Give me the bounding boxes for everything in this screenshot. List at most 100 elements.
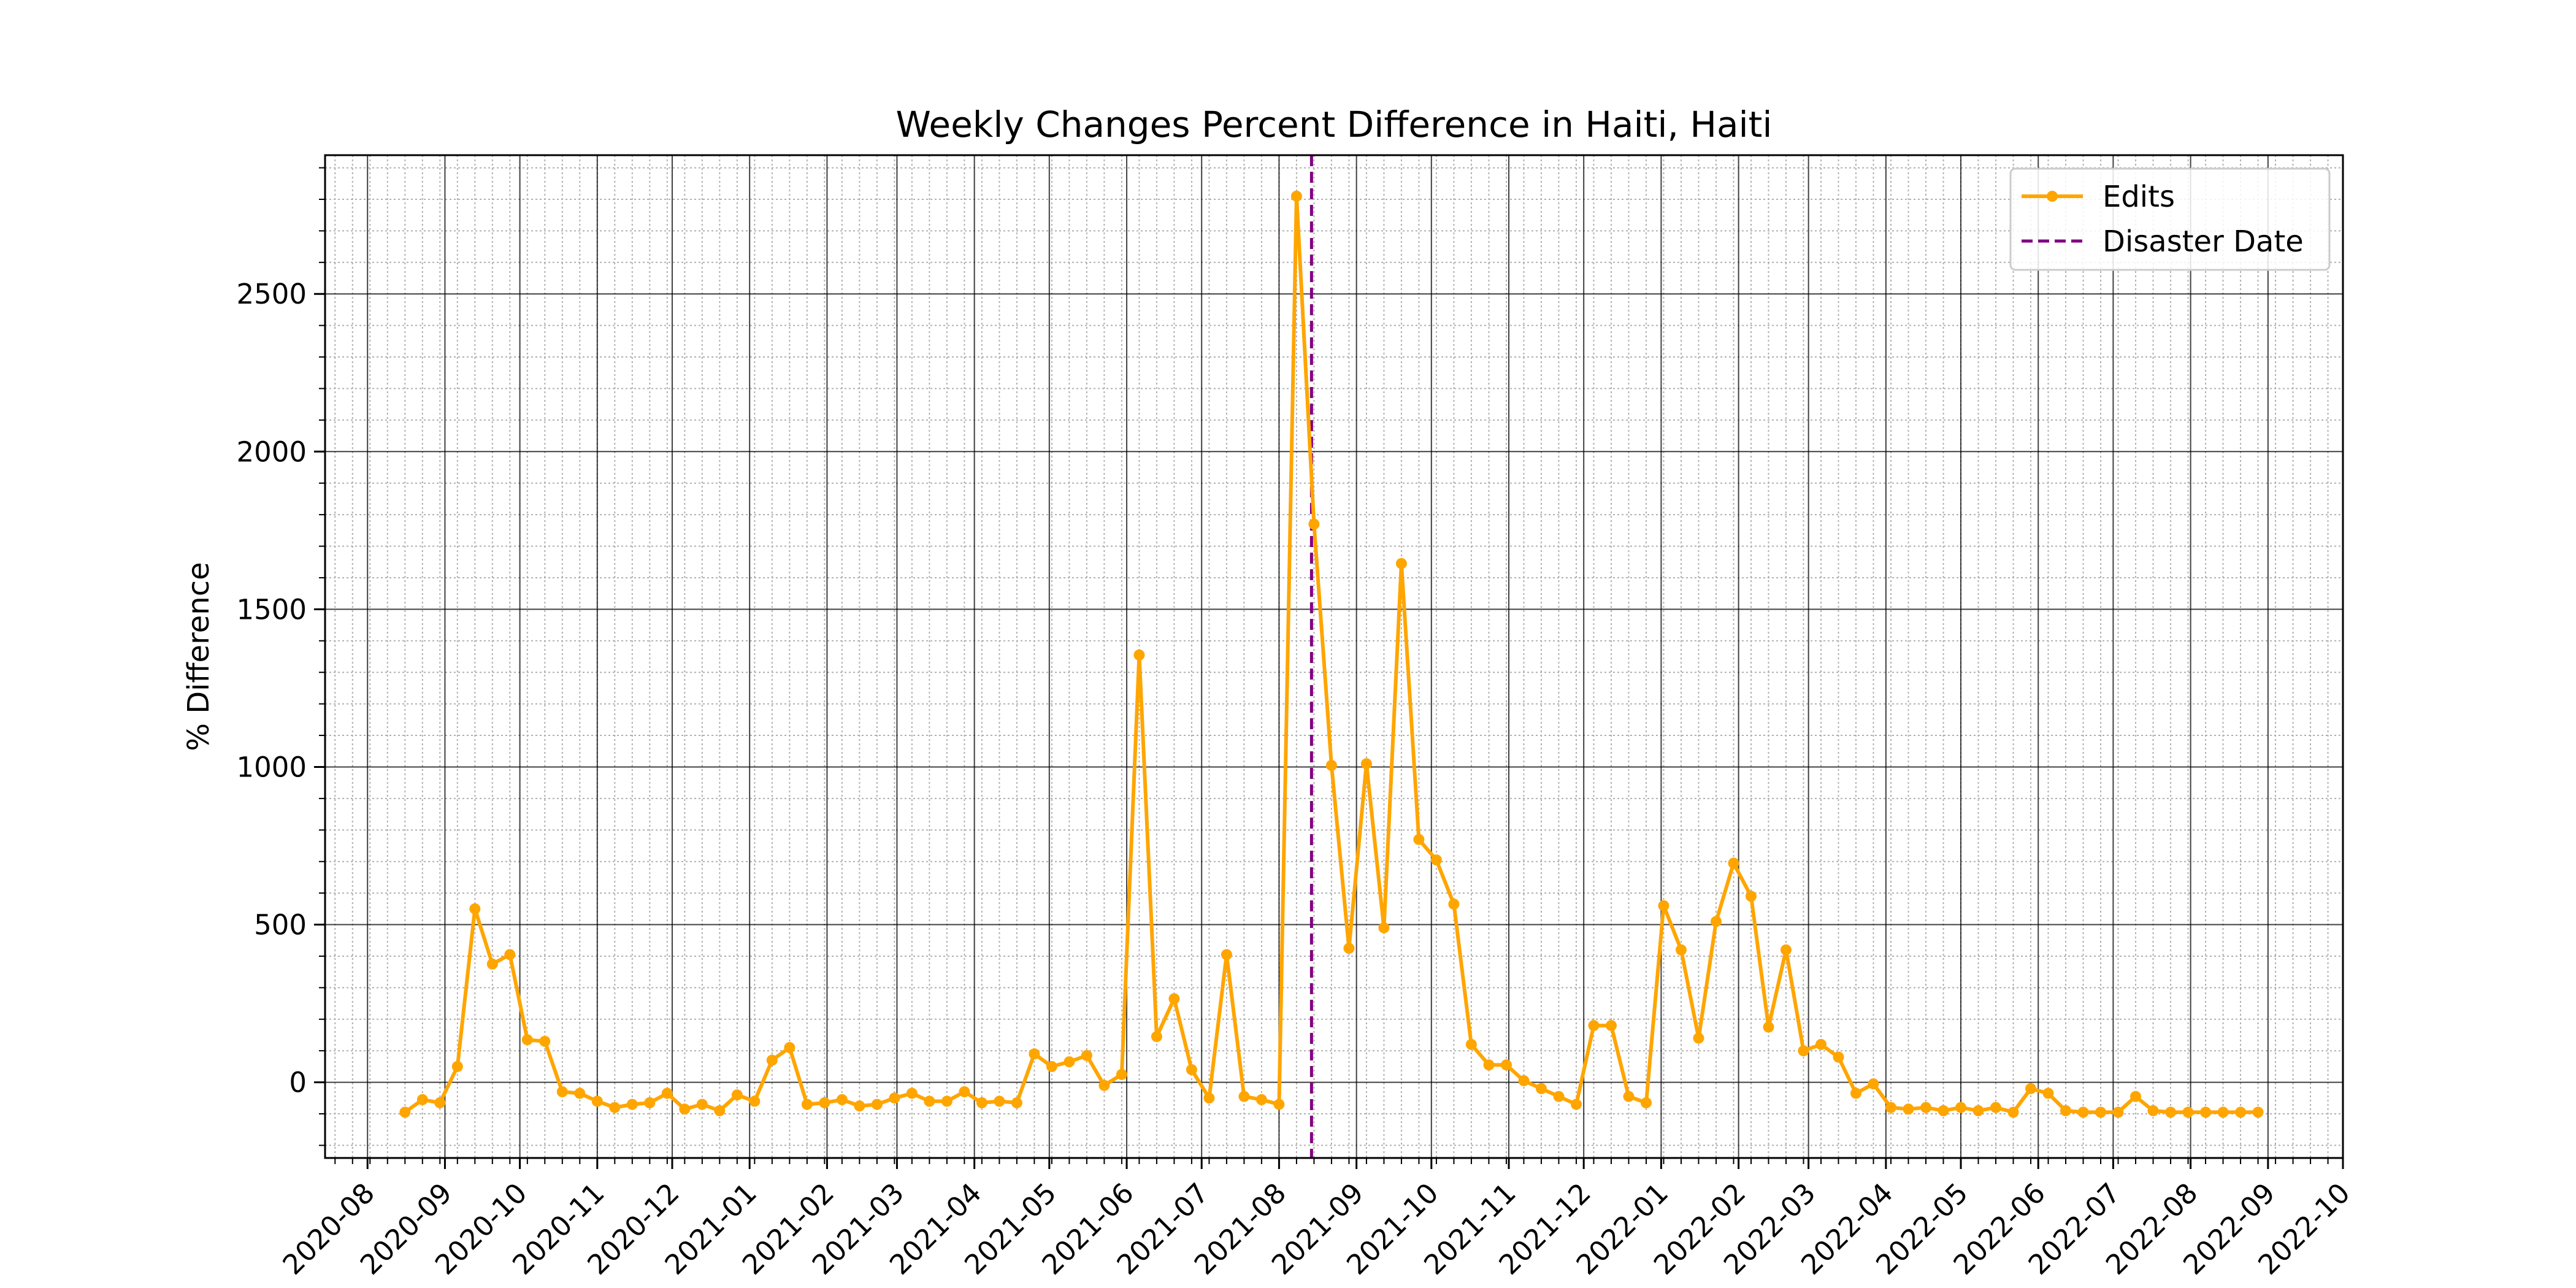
data-point — [1151, 1031, 1162, 1043]
data-point — [2147, 1105, 2159, 1116]
minor-grid — [325, 155, 2343, 1158]
series-layer — [399, 190, 2264, 1118]
data-point — [1728, 857, 1739, 869]
plot-frame — [324, 154, 2344, 1159]
data-point — [521, 1034, 533, 1046]
data-point — [889, 1092, 900, 1104]
data-point — [1693, 1032, 1704, 1044]
data-point — [1395, 558, 1407, 569]
data-point — [2217, 1106, 2229, 1118]
data-point — [1920, 1102, 1931, 1113]
legend-edits-marker — [2047, 191, 2058, 202]
data-point — [1011, 1097, 1022, 1108]
data-point — [469, 903, 481, 914]
data-point — [556, 1086, 568, 1097]
chart-title: Weekly Changes Percent Difference in Hai… — [895, 104, 1772, 145]
data-point — [1465, 1038, 1477, 1050]
axis-ticks — [314, 167, 2344, 1169]
data-point — [766, 1054, 778, 1066]
data-point — [696, 1098, 708, 1110]
y-tick-label: 2000 — [236, 435, 307, 468]
data-point — [1133, 649, 1145, 661]
data-point — [1413, 834, 1425, 845]
data-point — [1325, 759, 1337, 771]
data-point — [959, 1086, 970, 1097]
data-point — [2165, 1106, 2176, 1118]
data-point — [714, 1105, 726, 1116]
data-point — [1903, 1103, 1914, 1115]
data-point — [626, 1098, 638, 1110]
data-point — [1098, 1079, 1110, 1091]
data-point — [976, 1097, 987, 1108]
data-point — [2182, 1106, 2194, 1118]
data-point — [1658, 900, 1669, 911]
data-point — [1990, 1102, 2001, 1113]
data-point — [941, 1095, 953, 1107]
data-point — [836, 1094, 848, 1105]
data-point — [2077, 1106, 2089, 1118]
data-point — [1081, 1049, 1092, 1061]
data-point — [1186, 1064, 1197, 1075]
y-tick-label: 500 — [254, 909, 307, 941]
data-point — [1308, 518, 1320, 530]
data-point — [434, 1097, 446, 1108]
data-point — [1938, 1105, 1949, 1116]
data-point — [1378, 922, 1390, 933]
data-point — [1221, 949, 1232, 960]
data-point — [1064, 1056, 1075, 1068]
data-point — [679, 1103, 691, 1115]
data-point — [994, 1095, 1005, 1107]
data-point — [871, 1098, 883, 1110]
data-point — [924, 1095, 935, 1107]
data-point — [416, 1094, 428, 1105]
data-point — [1746, 891, 1757, 902]
data-point — [1711, 916, 1722, 927]
data-point — [2235, 1106, 2247, 1118]
y-axis-label: % Difference — [182, 562, 216, 751]
data-point — [1448, 899, 1460, 910]
data-point — [1885, 1102, 1896, 1113]
data-point — [1781, 944, 1792, 956]
legend: Edits Disaster Date — [2009, 167, 2331, 271]
data-point — [1955, 1102, 1966, 1113]
data-point — [1606, 1020, 1617, 1032]
data-point — [1116, 1068, 1127, 1080]
data-point — [1290, 190, 1302, 202]
data-point — [1536, 1083, 1547, 1094]
data-point — [1029, 1048, 1040, 1060]
data-point — [451, 1060, 463, 1072]
data-point — [1343, 943, 1355, 954]
data-point — [399, 1106, 411, 1118]
data-point — [1238, 1091, 1250, 1102]
data-point — [504, 949, 516, 960]
data-point — [661, 1087, 673, 1099]
data-point — [1046, 1060, 1057, 1072]
data-point — [1798, 1045, 1809, 1057]
data-point — [1430, 854, 1442, 866]
y-tick-label: 1000 — [236, 751, 307, 783]
legend-box — [2009, 167, 2331, 271]
data-point — [2200, 1106, 2212, 1118]
data-point — [2060, 1105, 2071, 1116]
data-point — [1168, 993, 1180, 1005]
data-point — [1571, 1098, 1582, 1110]
data-point — [854, 1100, 865, 1112]
data-point — [2112, 1106, 2124, 1118]
data-point — [749, 1095, 761, 1107]
data-point — [1763, 1021, 1774, 1033]
data-point — [591, 1095, 603, 1107]
data-point — [1833, 1051, 1844, 1063]
data-point — [1273, 1098, 1285, 1110]
data-point — [906, 1087, 918, 1099]
y-tick-label: 2500 — [236, 278, 307, 310]
data-point — [2042, 1087, 2054, 1099]
data-point — [2252, 1106, 2264, 1118]
data-point — [2007, 1106, 2019, 1118]
data-point — [1641, 1097, 1652, 1108]
data-point — [784, 1042, 795, 1053]
data-point — [609, 1102, 621, 1113]
data-point — [1255, 1094, 1267, 1105]
data-point — [1501, 1059, 1512, 1071]
data-point — [1815, 1038, 1827, 1050]
data-point — [1676, 944, 1687, 956]
